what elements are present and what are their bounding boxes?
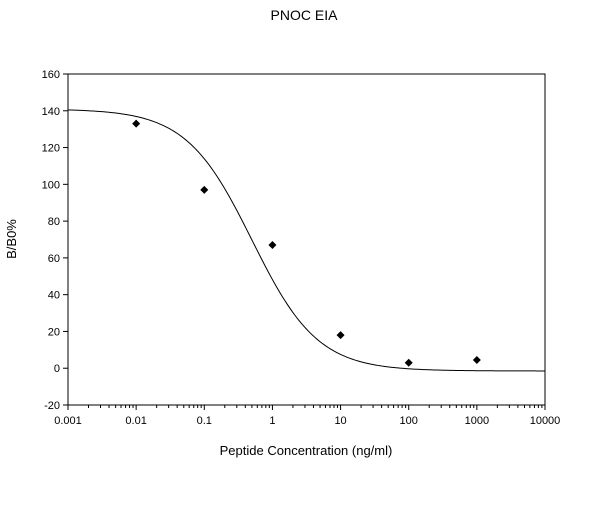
x-axis-label: Peptide Concentration (ng/ml)	[220, 443, 393, 458]
y-tick-label: 160	[42, 69, 60, 81]
y-axis-label: B/B0%	[4, 219, 19, 259]
x-tick-label: 1000	[465, 415, 489, 427]
y-tick-label: 40	[48, 290, 60, 302]
x-tick-label: 0.001	[54, 415, 82, 427]
x-tick-label: 100	[400, 415, 418, 427]
x-tick-label: 0.01	[125, 415, 146, 427]
x-tick-label: 1	[269, 415, 275, 427]
y-tick-label: 20	[48, 326, 60, 338]
y-tick-label: 140	[42, 106, 60, 118]
y-tick-label: 80	[48, 216, 60, 228]
data-point	[268, 241, 277, 250]
y-tick-label: 0	[54, 363, 60, 375]
x-axis: 0.001 0.01 0.1 1 10 100 1000 10000	[54, 405, 560, 427]
y-tick-label: 100	[42, 179, 60, 191]
y-tick-label: 60	[48, 253, 60, 265]
x-tick-label: 0.1	[197, 415, 212, 427]
data-point	[404, 358, 413, 367]
data-points	[132, 119, 481, 367]
data-point	[200, 185, 209, 194]
y-tick-label: 120	[42, 143, 60, 155]
x-tick-label: 10000	[530, 415, 561, 427]
chart-title: PNOC EIA	[271, 7, 339, 23]
data-point	[336, 331, 345, 340]
y-tick-label: -20	[44, 400, 60, 412]
fitted-curve	[67, 109, 546, 372]
y-axis: -20 0 20 40 60 80 100 120 140 160	[42, 69, 68, 412]
x-tick-label: 10	[334, 415, 346, 427]
plot-area-frame	[67, 73, 546, 406]
data-point	[472, 355, 481, 364]
data-point	[132, 119, 141, 128]
